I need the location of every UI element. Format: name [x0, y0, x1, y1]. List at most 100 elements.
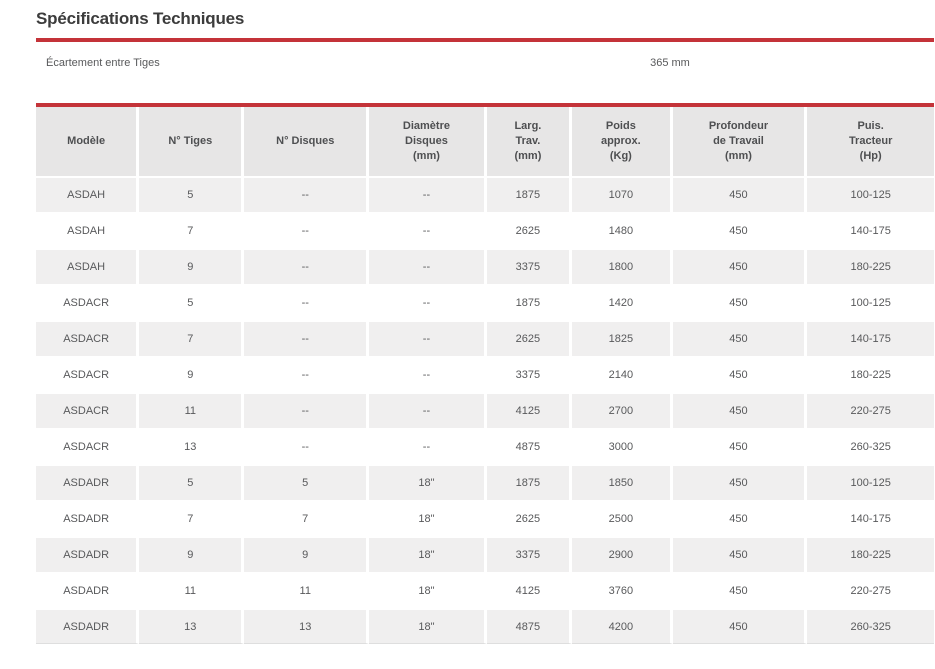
- spec-label: Écartement entre Tiges: [46, 57, 160, 69]
- table-cell: 9: [139, 356, 245, 392]
- table-cell: 18": [369, 500, 487, 536]
- table-cell: 260-325: [807, 608, 934, 644]
- table-cell: 450: [672, 464, 808, 500]
- table-cell: 2700: [572, 392, 673, 428]
- table-cell: ASDACR: [36, 284, 140, 320]
- table-cell: 450: [672, 428, 808, 464]
- table-cell: --: [244, 284, 370, 320]
- table-cell: 1875: [486, 176, 573, 212]
- table-cell: 18": [369, 536, 487, 572]
- table-cell: ASDADR: [36, 536, 140, 572]
- column-header-largeur: Larg. Trav. (mm): [486, 107, 573, 176]
- table-cell: 450: [672, 320, 808, 356]
- table-row: ASDAH 7 -- -- 2625 1480 450 140-175: [36, 212, 934, 248]
- table-cell: ASDADR: [36, 608, 140, 644]
- table-cell: 1875: [486, 284, 573, 320]
- table-cell: 2140: [572, 356, 673, 392]
- table-cell: 1070: [572, 176, 673, 212]
- table-cell: 450: [672, 536, 808, 572]
- table-cell: ASDACR: [36, 356, 140, 392]
- table-cell: 4125: [486, 392, 573, 428]
- table-cell: --: [244, 248, 370, 284]
- table-cell: 13: [139, 608, 245, 644]
- table-cell: 9: [244, 536, 370, 572]
- table-cell: --: [244, 212, 370, 248]
- table-cell: ASDAH: [36, 176, 140, 212]
- table-cell: 450: [672, 392, 808, 428]
- table-row: ASDACR 13 -- -- 4875 3000 450 260-325: [36, 428, 934, 464]
- table-cell: --: [244, 392, 370, 428]
- table-cell: 450: [672, 284, 808, 320]
- table-row: ASDACR 7 -- -- 2625 1825 450 140-175: [36, 320, 934, 356]
- table-cell: 4200: [572, 608, 673, 644]
- spec-table: Modèle N° Tiges N° Disques Diamètre Disq…: [36, 103, 934, 644]
- table-cell: 180-225: [807, 248, 934, 284]
- column-header-disques: N° Disques: [244, 107, 370, 176]
- column-header-poids: Poids approx. (Kg): [572, 107, 673, 176]
- table-row: ASDAH 5 -- -- 1875 1070 450 100-125: [36, 176, 934, 212]
- table-cell: 9: [139, 248, 245, 284]
- table-cell: 18": [369, 608, 487, 644]
- table-cell: 2625: [486, 500, 573, 536]
- table-cell: 1875: [486, 464, 573, 500]
- column-header-profondeur: Profondeur de Travail (mm): [672, 107, 808, 176]
- table-cell: 180-225: [807, 356, 934, 392]
- table-cell: 2625: [486, 212, 573, 248]
- table-cell: ASDAH: [36, 212, 140, 248]
- table-cell: 7: [139, 212, 245, 248]
- column-header-diametre: Diamètre Disques (mm): [369, 107, 487, 176]
- table-cell: 4125: [486, 572, 573, 608]
- table-cell: --: [244, 428, 370, 464]
- table-cell: 2900: [572, 536, 673, 572]
- table-cell: 450: [672, 356, 808, 392]
- content-area: Spécifications Techniques Écartement ent…: [36, 0, 934, 644]
- table-cell: 2500: [572, 500, 673, 536]
- spec-summary-row: Écartement entre Tiges 365 mm: [36, 42, 934, 103]
- table-cell: 3000: [572, 428, 673, 464]
- table-cell: 3760: [572, 572, 673, 608]
- spec-table-body: ASDAH 5 -- -- 1875 1070 450 100-125 ASDAH 7 -- -- 26…: [36, 176, 934, 644]
- table-cell: 3375: [486, 248, 573, 284]
- table-row: ASDACR 5 -- -- 1875 1420 450 100-125: [36, 284, 934, 320]
- table-cell: ASDACR: [36, 392, 140, 428]
- table-cell: 140-175: [807, 212, 934, 248]
- table-cell: --: [369, 428, 487, 464]
- table-cell: --: [369, 320, 487, 356]
- table-cell: --: [369, 248, 487, 284]
- table-row: ASDADR 9 9 18" 3375 2900 450 180-225: [36, 536, 934, 572]
- table-cell: 9: [139, 536, 245, 572]
- spec-table-header: Modèle N° Tiges N° Disques Diamètre Disq…: [36, 107, 934, 176]
- table-cell: ASDADR: [36, 464, 140, 500]
- table-cell: ASDACR: [36, 320, 140, 356]
- title-divider: [36, 38, 934, 42]
- table-cell: 260-325: [807, 428, 934, 464]
- table-cell: ASDACR: [36, 428, 140, 464]
- table-cell: 13: [139, 428, 245, 464]
- table-cell: 100-125: [807, 464, 934, 500]
- table-cell: 220-275: [807, 392, 934, 428]
- table-cell: 5: [139, 464, 245, 500]
- table-cell: 5: [139, 284, 245, 320]
- table-cell: 3375: [486, 356, 573, 392]
- table-row: ASDADR 13 13 18" 4875 4200 450 260-325: [36, 608, 934, 644]
- table-cell: 7: [244, 500, 370, 536]
- table-cell: 450: [672, 212, 808, 248]
- table-cell: 3375: [486, 536, 573, 572]
- table-row: ASDADR 5 5 18" 1875 1850 450 100-125: [36, 464, 934, 500]
- table-cell: 5: [139, 176, 245, 212]
- table-cell: ASDADR: [36, 572, 140, 608]
- table-row: ASDADR 11 11 18" 4125 3760 450 220-275: [36, 572, 934, 608]
- table-cell: 5: [244, 464, 370, 500]
- page-title: Spécifications Techniques: [36, 9, 245, 28]
- table-row: ASDACR 11 -- -- 4125 2700 450 220-275: [36, 392, 934, 428]
- table-row: ASDACR 9 -- -- 3375 2140 450 180-225: [36, 356, 934, 392]
- table-cell: --: [369, 284, 487, 320]
- table-cell: 100-125: [807, 284, 934, 320]
- header-row: Modèle N° Tiges N° Disques Diamètre Disq…: [36, 107, 934, 176]
- table-row: ASDAH 9 -- -- 3375 1800 450 180-225: [36, 248, 934, 284]
- table-cell: ASDAH: [36, 248, 140, 284]
- table-cell: 1420: [572, 284, 673, 320]
- table-cell: 220-275: [807, 572, 934, 608]
- table-cell: 100-125: [807, 176, 934, 212]
- table-cell: 11: [139, 572, 245, 608]
